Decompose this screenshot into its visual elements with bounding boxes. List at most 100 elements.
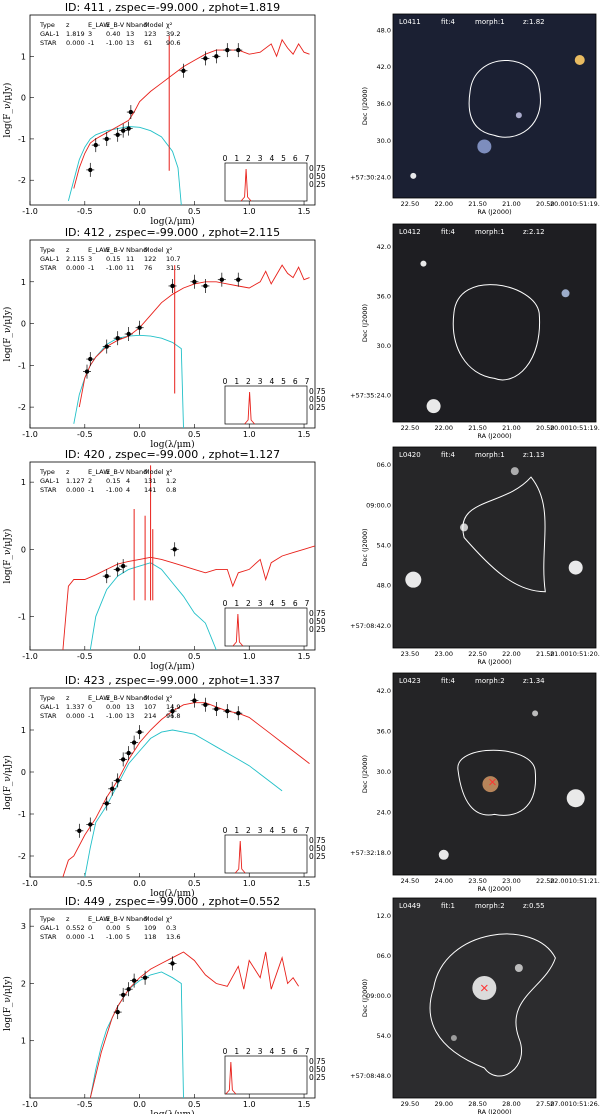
- y-tick-label: 0: [21, 94, 26, 103]
- y-tick-label: -2: [18, 403, 26, 412]
- table-cell: 31.5: [166, 264, 180, 272]
- source-blob: [460, 523, 469, 532]
- image-y-tick: 54.0: [377, 1032, 391, 1040]
- observed-point: [110, 786, 115, 791]
- galaxy-model-line: [89, 951, 299, 1098]
- table-cell: 13: [126, 703, 134, 711]
- inset-frame: [224, 1055, 308, 1095]
- image-x-tick: 22.00: [434, 424, 453, 432]
- image-redshift: z:1.82: [523, 18, 545, 26]
- inset-x-tick: 1: [234, 599, 239, 608]
- table-header-cell: χ²: [166, 468, 173, 476]
- source-blob: [477, 139, 492, 154]
- table-cell: 4: [126, 477, 130, 485]
- table-cell: GAL-1: [40, 477, 59, 485]
- table-cell: GAL-1: [40, 703, 59, 711]
- inset-x-tick: 2: [246, 154, 251, 163]
- observed-point: [120, 757, 126, 762]
- y-tick-label: 1: [21, 278, 26, 287]
- image-y-tick: 09:00.0: [366, 501, 391, 509]
- x-tick-label: 1.5: [298, 430, 311, 439]
- inset-x-tick: 6: [293, 826, 298, 835]
- observed-point: [170, 961, 175, 966]
- table-cell: 107: [144, 703, 156, 711]
- inset-x-tick: 0: [223, 826, 228, 835]
- source-blob: [566, 789, 585, 808]
- table-cell: 131: [144, 477, 156, 485]
- observed-point: [142, 975, 148, 980]
- image-label: L0449: [399, 902, 421, 910]
- source-blob: [405, 571, 422, 588]
- observed-point: [88, 167, 93, 173]
- table-cell: 3: [88, 30, 92, 38]
- table-cell: 214: [144, 712, 156, 720]
- inset-x-tick: 1: [234, 1047, 239, 1056]
- inset-x-tick: 7: [305, 826, 310, 835]
- image-x-tick: 24.00: [434, 877, 453, 885]
- x-tick-label: 1.5: [298, 1100, 311, 1109]
- observed-point: [236, 277, 241, 282]
- image-x-tick: 23.00: [502, 877, 521, 885]
- y-tick-label: 1: [21, 52, 26, 61]
- y-tick-label: -1: [18, 810, 26, 819]
- inset-x-tick: 0: [223, 377, 228, 386]
- image-morph: morph:1: [475, 228, 505, 236]
- isophote-contour: [462, 476, 546, 593]
- inset-x-tick: 7: [305, 599, 310, 608]
- image-fit: fit:4: [441, 451, 456, 459]
- inset-y-tick: 0.25: [309, 625, 326, 634]
- observed-point: [104, 573, 109, 579]
- table-cell: -1: [88, 486, 94, 494]
- image-redshift: z:0.55: [523, 902, 545, 910]
- table-cell: STAR: [40, 486, 57, 494]
- table-header-cell: χ²: [166, 915, 173, 923]
- x-tick-label: 0.0: [133, 1100, 146, 1109]
- table-cell: 5: [126, 933, 130, 941]
- y-tick-label: -1: [18, 361, 26, 370]
- inset-x-tick: 4: [269, 377, 274, 386]
- inset-x-tick: 4: [269, 154, 274, 163]
- plot-area: [67, 35, 310, 205]
- x-tick-label: 0.5: [188, 879, 201, 888]
- table-header-cell: Model: [144, 21, 164, 29]
- image-panel: L0420 fit:4 morph:1 z:1.13 06.0 09:00.0 54.0 48…: [350, 446, 600, 666]
- inset-pdf-line: [234, 840, 246, 874]
- image-x-tick: 22.50: [401, 424, 420, 432]
- plot-area: [89, 951, 299, 1098]
- panel-title: ID: 411 , zspec=-99.000 , zphot=1.819: [65, 1, 280, 14]
- table-cell: 0.000: [66, 264, 85, 272]
- image-y-label: Dec (J2000): [361, 528, 369, 566]
- inset-y-tick: 0.50: [309, 844, 326, 853]
- table-cell: 4: [126, 486, 130, 494]
- observed-point: [236, 711, 241, 716]
- table-cell: -1.00: [106, 264, 123, 272]
- image-x-tick: 20.50: [536, 424, 555, 432]
- observed-point: [192, 698, 197, 703]
- image-y-tick: 30.0: [377, 768, 391, 776]
- image-x-tick: 27.0010:51:26.50: [550, 1100, 600, 1108]
- image-y-tick: 42.0: [377, 687, 391, 695]
- y-tick-label: 1: [21, 726, 26, 735]
- galaxy-model-line: [62, 545, 315, 650]
- x-axis-label: log(λ/μm): [150, 888, 194, 899]
- image-label: L0423: [399, 677, 421, 685]
- table-cell: 39.2: [166, 30, 180, 38]
- observed-point: [120, 128, 126, 133]
- image-x-tick: 28.00: [502, 1100, 521, 1108]
- inset-x-tick: 5: [281, 154, 286, 163]
- image-x-label: RA (J2000): [477, 658, 511, 666]
- table-header-cell: z: [66, 694, 70, 702]
- inset-pdf-line: [225, 1061, 237, 1095]
- image-x-label: RA (J2000): [477, 432, 511, 440]
- inset-x-tick: 1: [234, 377, 239, 386]
- y-tick-label: 1: [21, 1037, 26, 1046]
- table-cell: 1.2: [166, 477, 176, 485]
- observed-point: [104, 801, 109, 806]
- inset-y-tick: 0.75: [309, 164, 326, 173]
- inset-x-tick: 3: [258, 826, 263, 835]
- image-y-label: Dec (J2000): [361, 304, 369, 342]
- source-blob: [450, 1035, 457, 1041]
- observed-point: [84, 369, 90, 374]
- source-blob: [568, 560, 583, 575]
